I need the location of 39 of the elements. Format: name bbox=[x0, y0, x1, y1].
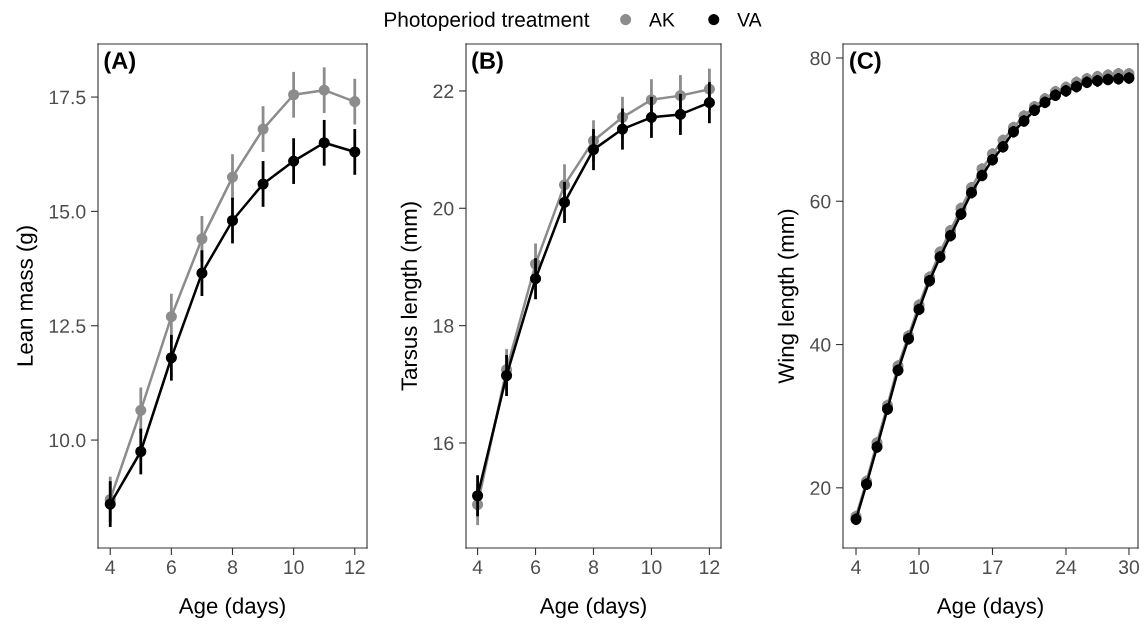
x-axis-title: Age (days) bbox=[936, 597, 1043, 619]
x-axis-title: Age (days) bbox=[178, 597, 285, 619]
y-tick-label: 40 bbox=[810, 338, 831, 352]
y-axis-title: Wing length (mm) bbox=[777, 209, 799, 384]
x-tick-label: 17 bbox=[983, 560, 1003, 574]
legend-title: Photoperiod treatment bbox=[385, 11, 590, 32]
y-tick-label: 60 bbox=[810, 194, 831, 209]
annotation: (C) bbox=[850, 51, 881, 74]
y-tick-label: 18 bbox=[434, 319, 454, 333]
annotation: (A) bbox=[104, 51, 135, 74]
legend-label: VA bbox=[737, 13, 762, 27]
x-tick-label: 10 bbox=[909, 560, 930, 575]
x-tick-label: 6 bbox=[166, 560, 176, 575]
x-tick-label: 24 bbox=[1056, 560, 1077, 574]
x-axis-title: Age (days) bbox=[539, 597, 646, 619]
annotation: (B) bbox=[472, 51, 503, 74]
y-tick-label: 10.0 bbox=[49, 433, 86, 448]
x-tick-label: 6 bbox=[531, 560, 541, 575]
x-tick-label: 4 bbox=[472, 560, 483, 574]
y-tick-label: 17.5 bbox=[49, 90, 86, 105]
x-tick-label: 4 bbox=[851, 560, 861, 574]
x-tick-label: 8 bbox=[588, 560, 599, 575]
y-tick-label: 20 bbox=[433, 201, 454, 216]
y-tick-label: 20 bbox=[810, 481, 831, 496]
x-tick-label: 8 bbox=[227, 560, 238, 575]
y-tick-label: 16 bbox=[434, 436, 454, 451]
x-tick-label: 12 bbox=[345, 560, 365, 574]
y-tick-label: 12.5 bbox=[49, 319, 86, 333]
y-axis-title: Lean mass (g) bbox=[16, 226, 38, 366]
x-tick-label: 4 bbox=[105, 560, 116, 574]
x-tick-label: 12 bbox=[700, 560, 720, 574]
y-tick-label: 80 bbox=[810, 51, 831, 66]
legend-label: AK bbox=[648, 13, 675, 27]
y-tick-label: 15.0 bbox=[49, 204, 86, 219]
y-tick-label: 22 bbox=[433, 84, 454, 98]
x-tick-label: 30 bbox=[1118, 560, 1140, 575]
y-axis-title: Tarsus length (mm) bbox=[400, 202, 422, 391]
x-tick-label: 10 bbox=[284, 560, 304, 575]
x-tick-label: 10 bbox=[642, 560, 662, 575]
